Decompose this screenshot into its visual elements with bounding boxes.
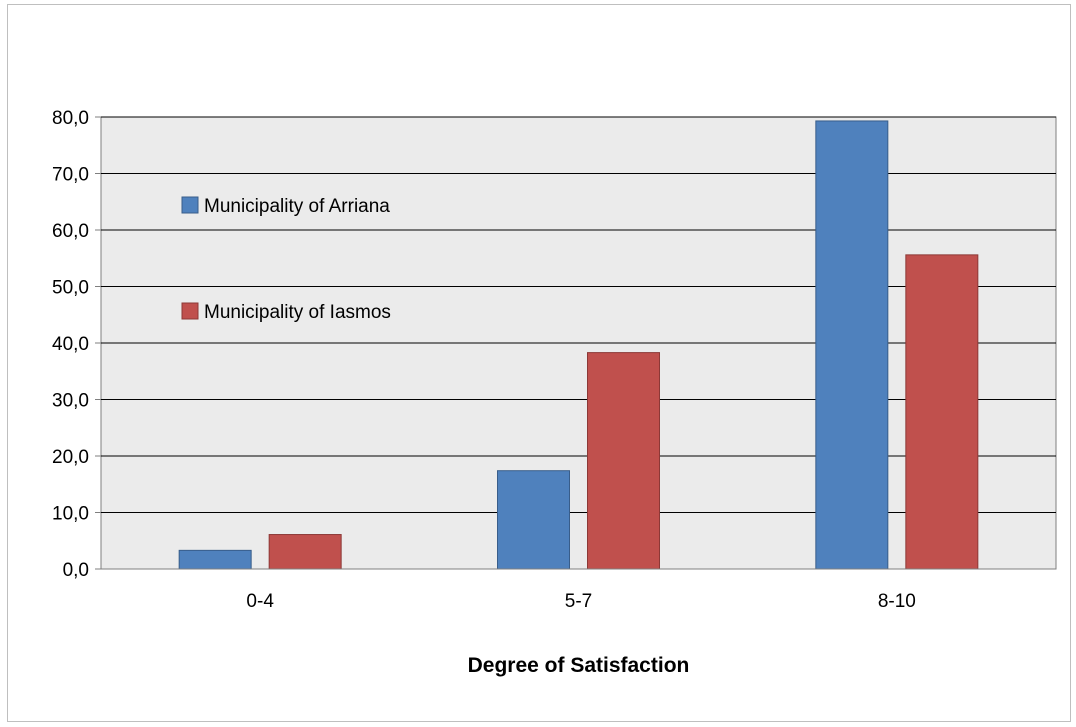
gridlines bbox=[95, 116, 1056, 570]
y-tick-label: 20,0 bbox=[52, 447, 89, 468]
bar-iasmos-8-10 bbox=[905, 254, 979, 570]
y-tick-label: 30,0 bbox=[52, 391, 89, 412]
legend-label: Municipality of Arriana bbox=[204, 196, 390, 217]
legend-swatch bbox=[181, 302, 199, 320]
y-tick-label: 70,0 bbox=[52, 165, 89, 186]
y-tick-label: 50,0 bbox=[52, 278, 89, 299]
bar-arriana-5-7 bbox=[497, 470, 570, 570]
y-axis-tick-labels: 0,0 10,0 20,0 30,0 40,0 50,0 60,0 70,0 80,0 bbox=[52, 108, 89, 581]
bar-iasmos-0-4 bbox=[268, 534, 342, 570]
x-axis-title: Degree of Satisfaction bbox=[468, 654, 690, 677]
x-tick-label: 8-10 bbox=[878, 591, 916, 612]
bar-arriana-8-10 bbox=[815, 120, 889, 570]
legend: Municipality of Arriana Municipality of I… bbox=[181, 196, 391, 323]
y-tick-label: 40,0 bbox=[52, 334, 89, 355]
y-tick-label: 0,0 bbox=[63, 560, 89, 581]
legend-label: Municipality of Iasmos bbox=[204, 302, 391, 323]
bar-iasmos-5-7 bbox=[587, 352, 660, 570]
x-tick-label: 5-7 bbox=[565, 591, 592, 612]
x-axis-tick-labels: 0-4 5-7 8-10 bbox=[246, 591, 915, 612]
bar-arriana-0-4 bbox=[178, 549, 252, 570]
legend-swatch bbox=[181, 196, 199, 214]
x-tick-label: 0-4 bbox=[246, 591, 274, 612]
y-tick-label: 80,0 bbox=[52, 108, 89, 129]
bars bbox=[101, 120, 1056, 570]
y-tick-label: 10,0 bbox=[52, 504, 89, 525]
y-tick-label: 60,0 bbox=[52, 221, 89, 242]
